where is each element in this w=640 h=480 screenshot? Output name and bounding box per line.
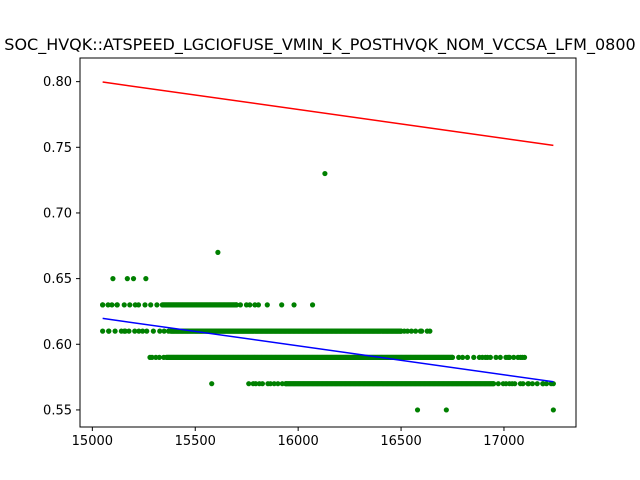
data-point	[127, 302, 133, 308]
data-point	[482, 354, 489, 360]
data-point	[275, 381, 281, 387]
data-point	[140, 328, 146, 334]
data-point	[100, 328, 106, 334]
data-point	[471, 354, 477, 360]
data-point	[136, 328, 142, 334]
data-point	[112, 328, 118, 334]
data-point	[449, 354, 456, 360]
y-tick-label: 0.75	[43, 141, 72, 156]
data-point	[157, 328, 163, 334]
data-point	[550, 407, 556, 413]
data-point	[255, 302, 262, 308]
x-tick-label: 17000	[483, 434, 524, 449]
data-point	[414, 407, 421, 413]
data-point	[143, 276, 149, 282]
data-point	[487, 354, 493, 360]
data-point	[156, 354, 162, 360]
data-point	[456, 354, 462, 360]
data-point	[132, 328, 138, 334]
data-point	[267, 381, 274, 387]
data-point	[148, 302, 154, 308]
data-point	[291, 302, 297, 308]
data-point	[408, 328, 415, 334]
data-point	[412, 328, 419, 334]
data-point	[149, 354, 155, 360]
upper-limit-line	[102, 81, 554, 147]
data-point	[130, 276, 137, 282]
data-point	[165, 328, 172, 334]
axes-frame	[79, 57, 577, 428]
data-point	[247, 302, 253, 308]
data-point	[253, 381, 259, 387]
x-tick-label: 16500	[380, 434, 421, 449]
data-point	[459, 354, 466, 360]
data-point	[491, 381, 497, 387]
data-point	[404, 328, 411, 334]
data-point	[264, 302, 270, 308]
data-point	[126, 328, 132, 334]
data-point	[322, 170, 328, 177]
data-point	[135, 302, 142, 308]
data-point	[142, 302, 148, 308]
data-point	[154, 302, 160, 308]
axes: 15000 15500 16000 16500 17000 0.55 0.60 0.65 0.7…	[43, 57, 577, 449]
data-point	[503, 381, 509, 387]
data-point	[540, 381, 546, 387]
data-point	[237, 302, 244, 308]
data-point	[419, 328, 425, 334]
data-point	[529, 381, 536, 387]
fit-line	[102, 317, 554, 383]
data-point	[493, 354, 499, 360]
x-tick-label: 16000	[277, 434, 318, 449]
data-point	[511, 354, 517, 360]
data-point	[526, 381, 532, 387]
data-point	[161, 354, 167, 360]
data-point	[517, 354, 524, 360]
data-point	[121, 302, 127, 308]
data-point	[427, 328, 433, 334]
y-tick-label: 0.80	[43, 75, 72, 90]
x-tick-label: 15000	[72, 434, 113, 449]
data-point	[105, 302, 111, 308]
data-point	[271, 381, 277, 387]
data-point	[215, 249, 221, 255]
data-point	[144, 328, 150, 334]
data-point	[109, 302, 115, 308]
data-point	[509, 381, 515, 387]
data-point	[521, 354, 528, 360]
data-point	[122, 328, 128, 334]
data-point	[246, 381, 252, 387]
data-point	[110, 276, 116, 282]
y-tick-label: 0.65	[43, 272, 72, 287]
data-point	[233, 302, 240, 308]
data-point	[161, 328, 167, 334]
y-tick-label: 0.55	[43, 403, 72, 418]
data-point	[106, 328, 112, 334]
data-point	[495, 381, 501, 387]
x-tick-label: 15500	[175, 434, 216, 449]
data-point	[114, 302, 120, 308]
data-point	[100, 302, 106, 308]
y-tick-label: 0.70	[43, 206, 72, 221]
y-tick-label: 0.60	[43, 338, 72, 353]
data-point	[209, 381, 215, 387]
data-point	[124, 276, 130, 282]
data-point	[550, 381, 556, 387]
plot-background	[80, 58, 576, 427]
data-point	[497, 354, 503, 360]
data-point	[520, 381, 526, 387]
data-point	[534, 381, 540, 387]
data-point	[309, 302, 316, 308]
data-point	[505, 354, 511, 360]
data-point	[283, 381, 289, 387]
chart-title: SOC_HVQK::ATSPEED_LGCIOFUSE_VMIN_K_POSTH…	[4, 35, 635, 55]
data-point	[443, 407, 449, 413]
data-point	[464, 354, 471, 360]
data-point	[150, 328, 156, 334]
data-point	[259, 381, 266, 387]
data-point	[279, 302, 285, 308]
plot-area	[80, 58, 576, 427]
